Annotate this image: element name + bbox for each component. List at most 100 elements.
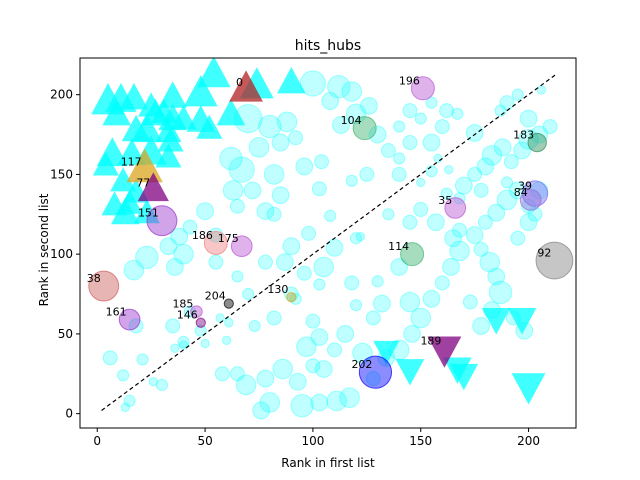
- background-point: [263, 164, 285, 185]
- highlight-point: [400, 242, 425, 267]
- background-point: [493, 138, 512, 157]
- background-point: [313, 278, 326, 291]
- background-point: [473, 182, 489, 198]
- background-point: [299, 70, 327, 97]
- axes: 0 50 100 150 200 0 50 100 150 200: [50, 57, 577, 448]
- triangle-down-marker: [373, 340, 400, 365]
- background-point: [248, 137, 270, 158]
- highlight-point: [118, 308, 141, 331]
- x-tick-label: 200: [517, 434, 540, 448]
- highlight-marker: [427, 336, 462, 368]
- background-point: [382, 208, 395, 221]
- background-point: [258, 114, 282, 139]
- point-label: 114: [388, 240, 409, 253]
- point-label: 104: [341, 114, 362, 127]
- background-point: [477, 214, 493, 230]
- point-label: 151: [138, 207, 159, 220]
- background-point: [425, 165, 438, 178]
- background-point: [359, 166, 375, 182]
- background-point: [272, 358, 294, 380]
- background-point: [527, 206, 543, 222]
- background-point: [282, 237, 301, 256]
- point-label: 84: [514, 186, 528, 199]
- background-point: [454, 176, 473, 195]
- background-point: [256, 202, 275, 221]
- background-point: [339, 387, 360, 408]
- triangle-down-marker: [511, 373, 546, 405]
- background-point: [296, 336, 317, 357]
- highlight-point: [230, 235, 253, 258]
- background-point: [444, 229, 462, 248]
- background-point: [321, 92, 340, 110]
- background-point: [403, 325, 422, 343]
- point-label: 146: [177, 309, 198, 322]
- background-point: [402, 103, 418, 119]
- point-label: 189: [420, 334, 441, 347]
- data-points-group: [88, 58, 574, 420]
- background-point: [228, 156, 255, 183]
- background-point: [301, 225, 317, 241]
- background-point: [159, 237, 178, 256]
- background-point: [465, 124, 484, 142]
- point-label: 77: [136, 176, 150, 189]
- triangle-up-marker: [158, 81, 188, 108]
- background-point: [393, 120, 406, 133]
- background-point: [444, 164, 454, 175]
- background-point: [488, 280, 513, 305]
- background-point: [327, 75, 351, 99]
- y-tick-label: 0: [65, 407, 73, 421]
- background-point: [355, 231, 366, 242]
- highlight-point: [352, 116, 377, 141]
- point-label: 161: [106, 306, 127, 319]
- y-tick-label: 100: [50, 247, 73, 261]
- highlight-point: [146, 205, 178, 237]
- background-point: [402, 214, 418, 230]
- y-tick-label: 150: [50, 167, 73, 181]
- triangle-up-marker: [183, 75, 218, 107]
- x-tick-label: 100: [301, 434, 324, 448]
- background-point: [256, 369, 275, 388]
- background-point: [183, 305, 197, 318]
- background-point: [231, 270, 244, 283]
- background-point: [222, 180, 244, 201]
- triangle-up-marker: [138, 92, 165, 117]
- background-point: [200, 338, 210, 349]
- background-point: [519, 213, 538, 232]
- background-point: [513, 141, 531, 160]
- background-point: [336, 325, 355, 343]
- background-point: [380, 143, 396, 158]
- background-point: [136, 353, 149, 366]
- point-label: 185: [172, 298, 193, 311]
- background-point: [311, 181, 327, 197]
- triangle-up-marker: [131, 113, 163, 143]
- background-point: [326, 342, 342, 358]
- diagonal-reference-line: [101, 73, 557, 411]
- triangle-up-marker: [92, 151, 119, 176]
- background-point: [393, 152, 406, 165]
- point-label: 38: [87, 272, 101, 285]
- background-point: [449, 240, 470, 262]
- x-tick-label: 150: [409, 434, 432, 448]
- triangle-down-marker: [507, 308, 537, 335]
- background-point: [365, 371, 381, 387]
- background-point: [310, 328, 329, 346]
- background-point: [102, 350, 118, 366]
- highlight-point: [223, 298, 234, 309]
- background-point: [479, 251, 501, 273]
- background-point: [242, 287, 255, 301]
- background-point: [345, 174, 358, 187]
- background-point: [305, 313, 321, 329]
- background-point: [433, 153, 443, 164]
- background-point: [170, 227, 189, 246]
- triangle-up-marker: [170, 105, 197, 130]
- point-label: 0: [236, 76, 243, 89]
- background-point: [123, 394, 136, 407]
- background-point: [221, 335, 232, 345]
- highlight-point: [444, 197, 467, 219]
- background-point: [296, 265, 312, 281]
- background-point: [440, 187, 453, 200]
- background-point: [434, 275, 450, 291]
- point-label: 186: [192, 229, 213, 242]
- background-point: [399, 291, 421, 313]
- background-point: [452, 222, 468, 238]
